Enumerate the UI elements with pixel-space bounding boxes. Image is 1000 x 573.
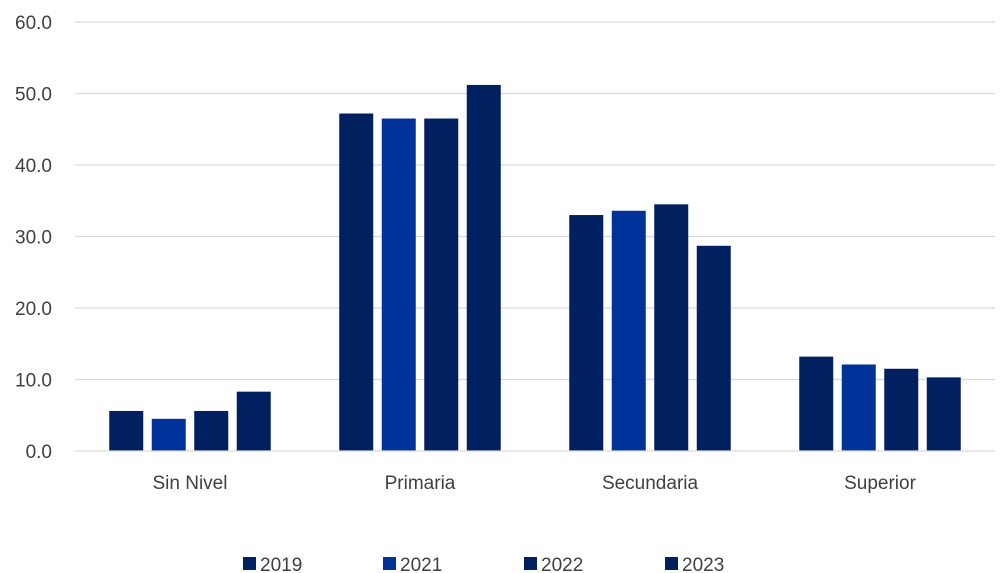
bar-2021-2 bbox=[611, 210, 646, 451]
bar-2023-1 bbox=[466, 84, 501, 452]
bar-2023-3 bbox=[926, 377, 961, 451]
y-tick-label: 60.0 bbox=[15, 13, 52, 34]
bar-2021-3 bbox=[841, 364, 876, 451]
legend-label: 2022 bbox=[541, 555, 583, 573]
y-tick-label: 50.0 bbox=[15, 85, 52, 106]
x-category-label: Superior bbox=[844, 473, 916, 494]
legend-swatch-2023 bbox=[665, 557, 678, 570]
x-axis-labels: Sin Nivel Primaria Secundaria Superior bbox=[153, 473, 917, 494]
x-category-label: Primaria bbox=[385, 473, 456, 494]
y-tick-label: 30.0 bbox=[15, 228, 52, 249]
legend: 2019 2021 2022 2023 bbox=[243, 555, 724, 573]
legend-label: 2021 bbox=[400, 555, 442, 573]
bar-2023-2 bbox=[696, 245, 731, 451]
bar-2022-0 bbox=[194, 410, 229, 451]
y-tick-label: 0.0 bbox=[26, 442, 52, 463]
y-tick-label: 40.0 bbox=[15, 156, 52, 177]
legend-swatch-2021 bbox=[383, 557, 396, 570]
legend-label: 2019 bbox=[260, 555, 302, 573]
gridlines bbox=[75, 21, 995, 381]
bar-2019-0 bbox=[109, 410, 144, 451]
legend-swatch-2022 bbox=[524, 557, 537, 570]
legend-label: 2023 bbox=[682, 555, 724, 573]
bar-2022-2 bbox=[654, 204, 689, 451]
bar-2019-3 bbox=[799, 356, 834, 451]
y-axis-ticks: 0.0 10.0 20.0 30.0 40.0 50.0 60.0 bbox=[15, 13, 52, 463]
bar-2019-1 bbox=[339, 113, 374, 452]
bars bbox=[109, 84, 961, 452]
y-tick-label: 20.0 bbox=[15, 299, 52, 320]
bar-2022-1 bbox=[424, 118, 459, 452]
legend-swatch-2019 bbox=[243, 557, 256, 570]
bar-2023-0 bbox=[236, 391, 271, 451]
bar-2022-3 bbox=[884, 368, 919, 451]
bar-2019-2 bbox=[569, 215, 604, 451]
x-category-label: Sin Nivel bbox=[153, 473, 228, 494]
bar-2021-1 bbox=[381, 118, 416, 452]
bar-2021-0 bbox=[151, 418, 186, 451]
x-category-label: Secundaria bbox=[602, 473, 699, 494]
y-tick-label: 10.0 bbox=[15, 371, 52, 392]
